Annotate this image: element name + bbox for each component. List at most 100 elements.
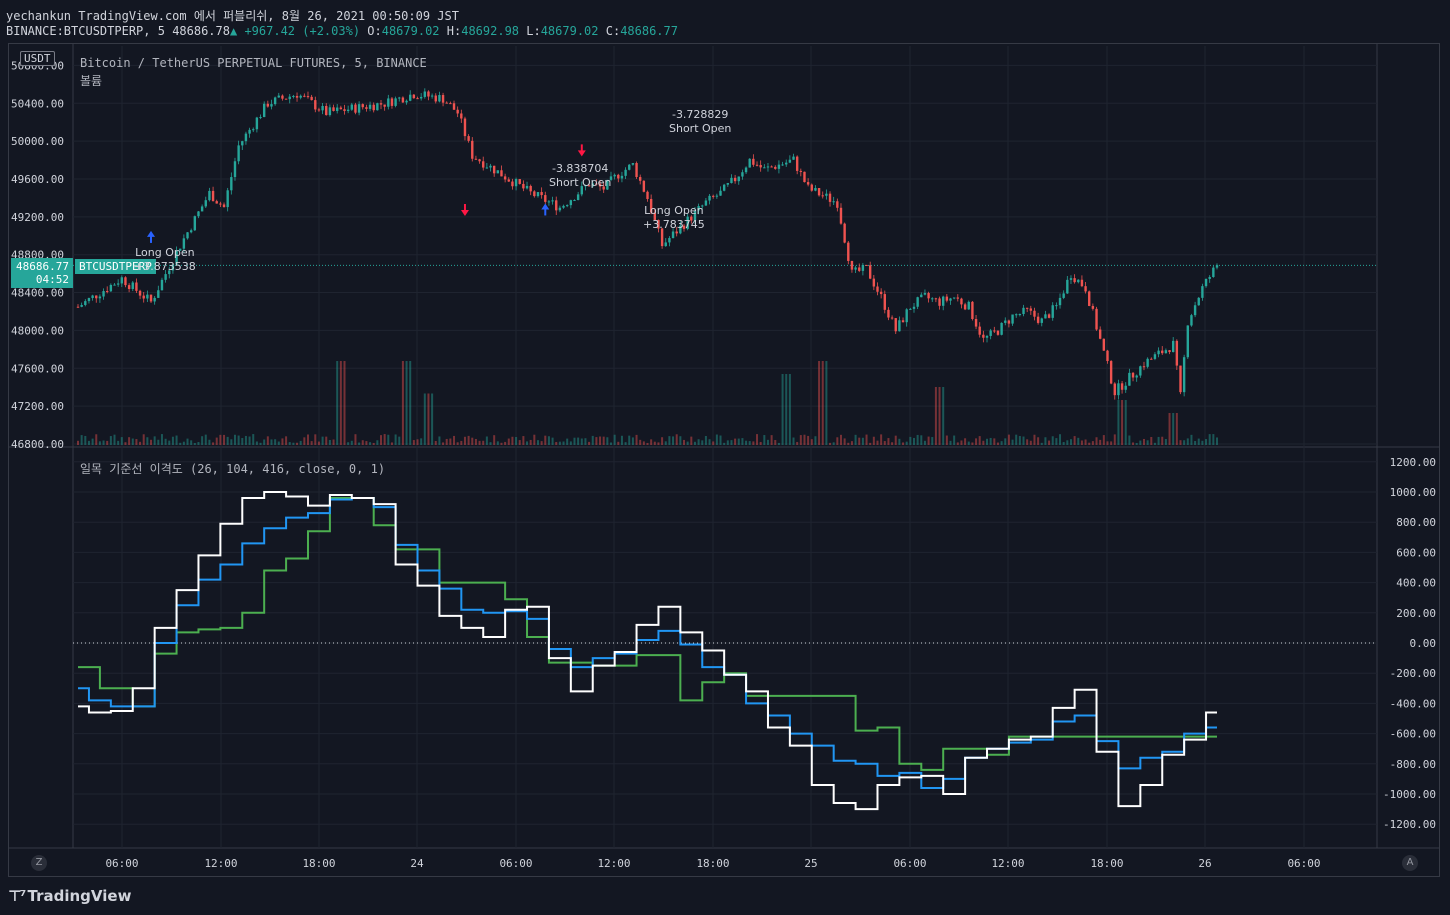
close-label: C: (605, 24, 621, 38)
volume-bar (1018, 436, 1021, 445)
volume-bar (1073, 436, 1076, 445)
candle-body (1066, 279, 1069, 294)
volume-bar (821, 361, 824, 445)
candle-body (1212, 267, 1215, 277)
candle-body (423, 91, 427, 97)
candle-body (642, 180, 646, 192)
volume-bar (741, 438, 744, 445)
volume-bar (606, 437, 609, 445)
candle-body (328, 107, 332, 116)
volume-bar (266, 436, 269, 445)
timezone-button[interactable]: Z (31, 855, 47, 871)
candle-body (755, 164, 759, 166)
volume-bar (982, 440, 985, 445)
x-tick-label: 06:00 (1287, 857, 1320, 870)
candle-body (394, 98, 397, 106)
volume-bar (869, 442, 872, 445)
candle-body (766, 166, 770, 168)
volume-bar (1026, 439, 1029, 445)
candle-body (1084, 286, 1087, 292)
x-tick-label: 06:00 (499, 857, 532, 870)
volume-bar (325, 436, 328, 445)
chart-frame[interactable] (8, 43, 1440, 877)
candle-body (430, 95, 434, 97)
volume-bar (832, 442, 835, 445)
currency-button[interactable]: USDT (20, 51, 55, 66)
volume-bar (347, 442, 350, 445)
volume-bar (252, 434, 255, 445)
volume-bar (1161, 436, 1164, 445)
candle-body (317, 109, 321, 111)
volume-bar (898, 438, 901, 445)
volume-bar (945, 435, 948, 445)
volume-bar (960, 440, 963, 445)
candle-body (901, 320, 905, 323)
annotation-short-1: -3.838704 Short Open (549, 162, 611, 190)
candle-body (854, 267, 857, 270)
candle-body (1091, 305, 1095, 309)
candle-body (591, 183, 594, 187)
volume-bar (967, 441, 970, 445)
candle-body (321, 105, 324, 111)
candle-body (978, 326, 981, 335)
candle-body (434, 95, 437, 102)
candle-body (1044, 314, 1047, 319)
volume-bar (536, 440, 539, 445)
candle-body (865, 264, 868, 266)
volume-bar (905, 441, 908, 445)
indicator-tick-label: 0.00 (1410, 637, 1437, 650)
candle-body (376, 103, 379, 111)
candle-body (372, 104, 375, 111)
candle-body (1161, 350, 1164, 354)
candle-body (1011, 314, 1014, 324)
candle-body (1197, 297, 1200, 306)
candle-body (646, 191, 649, 199)
x-tick-label: 26 (1198, 857, 1211, 870)
candle-body (701, 205, 704, 207)
volume-bar (748, 441, 751, 445)
candle-body (861, 264, 865, 271)
volume-bar (142, 434, 145, 445)
candle-body (310, 96, 313, 101)
y-tick-label: 49600.00 (11, 173, 64, 186)
candle-body (920, 294, 923, 298)
volume-bar (902, 442, 905, 445)
candle-body (1150, 358, 1153, 360)
indicator-tick-label: -600.00 (1390, 728, 1436, 741)
candle-body (525, 185, 529, 189)
candle-body (547, 201, 551, 203)
volume-bar (332, 439, 335, 445)
auto-scale-button[interactable]: A (1402, 855, 1418, 871)
volume-bar (507, 438, 510, 445)
candle-body (500, 170, 503, 177)
candle-body (1146, 358, 1149, 367)
tradingview-logo: ⊤⁷ TradingView (8, 887, 131, 905)
volume-bar (467, 435, 470, 445)
candle-body (638, 177, 642, 181)
candle-body (365, 107, 368, 109)
volume-bar (580, 438, 583, 445)
volume-bar (518, 440, 521, 445)
volume-bar (664, 441, 667, 445)
candle-body (449, 103, 452, 105)
volume-bar (274, 439, 277, 445)
candle-body (281, 95, 284, 99)
volume-bar (1040, 442, 1043, 445)
candle-body (259, 117, 262, 119)
volume-bar (602, 436, 605, 445)
volume-bar (620, 435, 623, 445)
volume-bar (420, 438, 423, 445)
high-label: H: (446, 24, 462, 38)
volume-bar (390, 442, 393, 445)
volume-bar (328, 439, 331, 445)
volume-bar (1033, 434, 1036, 445)
indicator-tick-label: -1200.00 (1383, 818, 1436, 831)
volume-bar (737, 438, 740, 445)
volume-bar (679, 436, 682, 445)
volume-bar (861, 437, 864, 445)
candle-body (1018, 314, 1022, 316)
volume-bar (1029, 440, 1032, 445)
volume-bar (168, 440, 171, 445)
candle-body (368, 104, 372, 109)
